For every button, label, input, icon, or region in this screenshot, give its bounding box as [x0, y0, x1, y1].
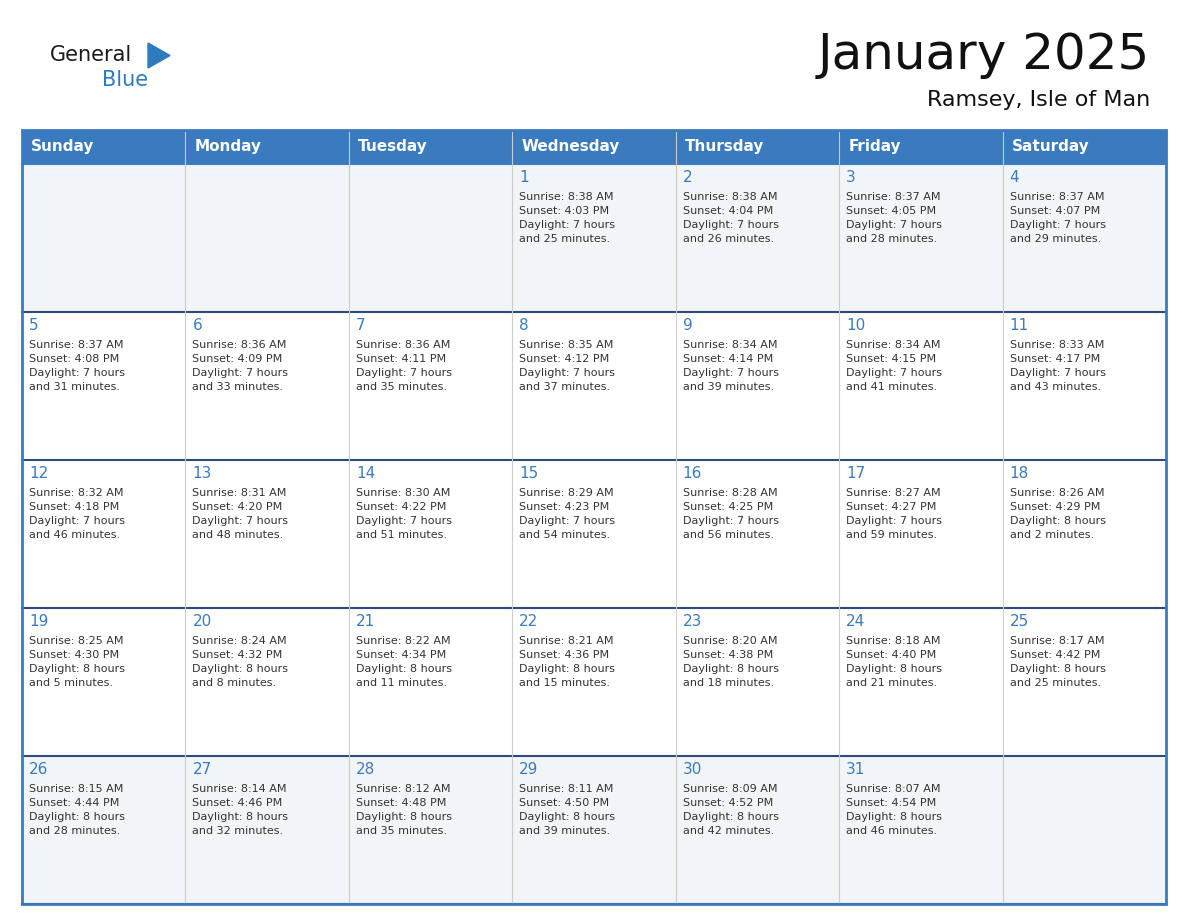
Text: 22: 22	[519, 613, 538, 629]
Text: Sunrise: 8:21 AM
Sunset: 4:36 PM
Daylight: 8 hours
and 15 minutes.: Sunrise: 8:21 AM Sunset: 4:36 PM Dayligh…	[519, 636, 615, 688]
Text: January 2025: January 2025	[817, 31, 1150, 79]
Text: 12: 12	[29, 465, 49, 480]
Text: Saturday: Saturday	[1011, 140, 1089, 154]
Text: Sunday: Sunday	[31, 140, 94, 154]
Polygon shape	[148, 43, 170, 68]
Text: Sunrise: 8:37 AM
Sunset: 4:05 PM
Daylight: 7 hours
and 28 minutes.: Sunrise: 8:37 AM Sunset: 4:05 PM Dayligh…	[846, 192, 942, 244]
Text: 3: 3	[846, 170, 855, 185]
Text: Sunrise: 8:14 AM
Sunset: 4:46 PM
Daylight: 8 hours
and 32 minutes.: Sunrise: 8:14 AM Sunset: 4:46 PM Dayligh…	[192, 784, 289, 836]
Text: Sunrise: 8:25 AM
Sunset: 4:30 PM
Daylight: 8 hours
and 5 minutes.: Sunrise: 8:25 AM Sunset: 4:30 PM Dayligh…	[29, 636, 125, 688]
Text: 11: 11	[1010, 318, 1029, 332]
Bar	[185, 130, 349, 164]
Bar	[1003, 130, 1165, 164]
Text: Ramsey, Isle of Man: Ramsey, Isle of Man	[927, 90, 1150, 110]
Text: Sunrise: 8:38 AM
Sunset: 4:04 PM
Daylight: 7 hours
and 26 minutes.: Sunrise: 8:38 AM Sunset: 4:04 PM Dayligh…	[683, 192, 778, 244]
Text: Sunrise: 8:17 AM
Sunset: 4:42 PM
Daylight: 8 hours
and 25 minutes.: Sunrise: 8:17 AM Sunset: 4:42 PM Dayligh…	[1010, 636, 1106, 688]
Text: 28: 28	[356, 762, 375, 777]
Text: 15: 15	[519, 465, 538, 480]
Text: 17: 17	[846, 465, 865, 480]
Text: 10: 10	[846, 318, 865, 332]
Text: 16: 16	[683, 465, 702, 480]
Text: Sunrise: 8:35 AM
Sunset: 4:12 PM
Daylight: 7 hours
and 37 minutes.: Sunrise: 8:35 AM Sunset: 4:12 PM Dayligh…	[519, 340, 615, 392]
Text: 27: 27	[192, 762, 211, 777]
Text: Sunrise: 8:07 AM
Sunset: 4:54 PM
Daylight: 8 hours
and 46 minutes.: Sunrise: 8:07 AM Sunset: 4:54 PM Dayligh…	[846, 784, 942, 836]
Text: 19: 19	[29, 613, 49, 629]
Text: Sunrise: 8:37 AM
Sunset: 4:07 PM
Daylight: 7 hours
and 29 minutes.: Sunrise: 8:37 AM Sunset: 4:07 PM Dayligh…	[1010, 192, 1106, 244]
Text: 5: 5	[29, 318, 39, 332]
Text: 31: 31	[846, 762, 866, 777]
Text: 18: 18	[1010, 465, 1029, 480]
Text: Tuesday: Tuesday	[358, 140, 428, 154]
Text: 1: 1	[519, 170, 529, 185]
Text: Thursday: Thursday	[684, 140, 764, 154]
Text: 6: 6	[192, 318, 202, 332]
Text: 9: 9	[683, 318, 693, 332]
Text: Sunrise: 8:36 AM
Sunset: 4:09 PM
Daylight: 7 hours
and 33 minutes.: Sunrise: 8:36 AM Sunset: 4:09 PM Dayligh…	[192, 340, 289, 392]
Text: Sunrise: 8:32 AM
Sunset: 4:18 PM
Daylight: 7 hours
and 46 minutes.: Sunrise: 8:32 AM Sunset: 4:18 PM Dayligh…	[29, 488, 125, 540]
Bar	[512, 130, 676, 164]
Text: 24: 24	[846, 613, 865, 629]
Text: Sunrise: 8:27 AM
Sunset: 4:27 PM
Daylight: 7 hours
and 59 minutes.: Sunrise: 8:27 AM Sunset: 4:27 PM Dayligh…	[846, 488, 942, 540]
Text: Sunrise: 8:18 AM
Sunset: 4:40 PM
Daylight: 8 hours
and 21 minutes.: Sunrise: 8:18 AM Sunset: 4:40 PM Dayligh…	[846, 636, 942, 688]
Text: 8: 8	[519, 318, 529, 332]
Text: Sunrise: 8:24 AM
Sunset: 4:32 PM
Daylight: 8 hours
and 8 minutes.: Sunrise: 8:24 AM Sunset: 4:32 PM Dayligh…	[192, 636, 289, 688]
Text: 23: 23	[683, 613, 702, 629]
Text: Sunrise: 8:22 AM
Sunset: 4:34 PM
Daylight: 8 hours
and 11 minutes.: Sunrise: 8:22 AM Sunset: 4:34 PM Dayligh…	[356, 636, 451, 688]
Text: Sunrise: 8:38 AM
Sunset: 4:03 PM
Daylight: 7 hours
and 25 minutes.: Sunrise: 8:38 AM Sunset: 4:03 PM Dayligh…	[519, 192, 615, 244]
Bar	[676, 130, 839, 164]
Text: Sunrise: 8:12 AM
Sunset: 4:48 PM
Daylight: 8 hours
and 35 minutes.: Sunrise: 8:12 AM Sunset: 4:48 PM Dayligh…	[356, 784, 451, 836]
Bar	[23, 312, 1165, 460]
Text: Sunrise: 8:31 AM
Sunset: 4:20 PM
Daylight: 7 hours
and 48 minutes.: Sunrise: 8:31 AM Sunset: 4:20 PM Dayligh…	[192, 488, 289, 540]
Bar	[23, 608, 1165, 756]
Text: Sunrise: 8:20 AM
Sunset: 4:38 PM
Daylight: 8 hours
and 18 minutes.: Sunrise: 8:20 AM Sunset: 4:38 PM Dayligh…	[683, 636, 778, 688]
Bar	[839, 130, 1003, 164]
Text: 13: 13	[192, 465, 211, 480]
Text: 2: 2	[683, 170, 693, 185]
Bar	[23, 130, 185, 164]
Text: Sunrise: 8:29 AM
Sunset: 4:23 PM
Daylight: 7 hours
and 54 minutes.: Sunrise: 8:29 AM Sunset: 4:23 PM Dayligh…	[519, 488, 615, 540]
Text: Sunrise: 8:26 AM
Sunset: 4:29 PM
Daylight: 8 hours
and 2 minutes.: Sunrise: 8:26 AM Sunset: 4:29 PM Dayligh…	[1010, 488, 1106, 540]
Text: Sunrise: 8:28 AM
Sunset: 4:25 PM
Daylight: 7 hours
and 56 minutes.: Sunrise: 8:28 AM Sunset: 4:25 PM Dayligh…	[683, 488, 778, 540]
Text: Monday: Monday	[195, 140, 261, 154]
Text: 14: 14	[356, 465, 375, 480]
Text: Sunrise: 8:33 AM
Sunset: 4:17 PM
Daylight: 7 hours
and 43 minutes.: Sunrise: 8:33 AM Sunset: 4:17 PM Dayligh…	[1010, 340, 1106, 392]
Text: 7: 7	[356, 318, 366, 332]
Text: Sunrise: 8:15 AM
Sunset: 4:44 PM
Daylight: 8 hours
and 28 minutes.: Sunrise: 8:15 AM Sunset: 4:44 PM Dayligh…	[29, 784, 125, 836]
Text: 30: 30	[683, 762, 702, 777]
Text: Sunrise: 8:34 AM
Sunset: 4:15 PM
Daylight: 7 hours
and 41 minutes.: Sunrise: 8:34 AM Sunset: 4:15 PM Dayligh…	[846, 340, 942, 392]
Text: 25: 25	[1010, 613, 1029, 629]
Text: Wednesday: Wednesday	[522, 140, 620, 154]
Bar	[23, 460, 1165, 608]
Text: 4: 4	[1010, 170, 1019, 185]
Text: Sunrise: 8:30 AM
Sunset: 4:22 PM
Daylight: 7 hours
and 51 minutes.: Sunrise: 8:30 AM Sunset: 4:22 PM Dayligh…	[356, 488, 451, 540]
Text: Sunrise: 8:11 AM
Sunset: 4:50 PM
Daylight: 8 hours
and 39 minutes.: Sunrise: 8:11 AM Sunset: 4:50 PM Dayligh…	[519, 784, 615, 836]
Bar	[349, 130, 512, 164]
Bar	[23, 164, 1165, 312]
Text: 29: 29	[519, 762, 538, 777]
Text: Sunrise: 8:36 AM
Sunset: 4:11 PM
Daylight: 7 hours
and 35 minutes.: Sunrise: 8:36 AM Sunset: 4:11 PM Dayligh…	[356, 340, 451, 392]
Text: General: General	[50, 45, 132, 65]
Text: Sunrise: 8:34 AM
Sunset: 4:14 PM
Daylight: 7 hours
and 39 minutes.: Sunrise: 8:34 AM Sunset: 4:14 PM Dayligh…	[683, 340, 778, 392]
Text: Sunrise: 8:09 AM
Sunset: 4:52 PM
Daylight: 8 hours
and 42 minutes.: Sunrise: 8:09 AM Sunset: 4:52 PM Dayligh…	[683, 784, 778, 836]
Bar	[23, 130, 1165, 904]
Text: 20: 20	[192, 613, 211, 629]
Text: Blue: Blue	[102, 70, 148, 90]
Text: Friday: Friday	[848, 140, 901, 154]
Text: Sunrise: 8:37 AM
Sunset: 4:08 PM
Daylight: 7 hours
and 31 minutes.: Sunrise: 8:37 AM Sunset: 4:08 PM Dayligh…	[29, 340, 125, 392]
Bar	[23, 756, 1165, 904]
Text: 26: 26	[29, 762, 49, 777]
Text: 21: 21	[356, 613, 375, 629]
